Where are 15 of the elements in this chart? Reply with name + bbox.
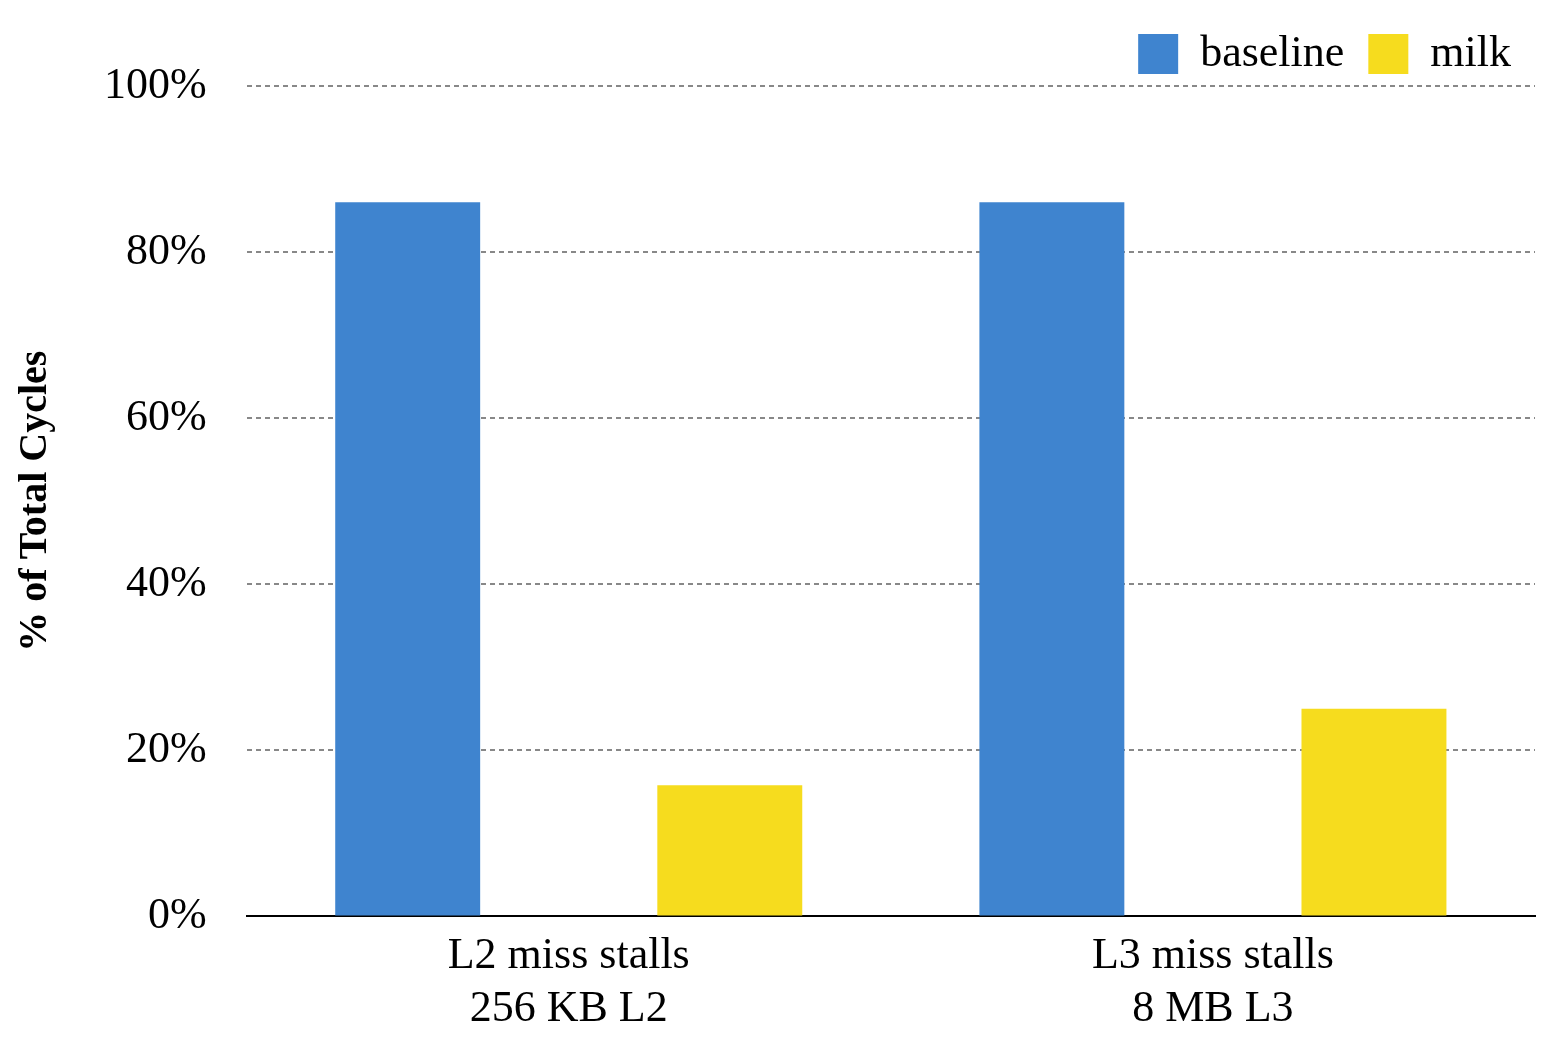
y-tick-label: 60% bbox=[126, 390, 207, 440]
y-tick-label: 100% bbox=[104, 58, 207, 108]
bar bbox=[979, 202, 1125, 916]
bar bbox=[335, 202, 481, 916]
y-axis-title: % of Total Cycles bbox=[10, 350, 56, 652]
legend-label: baseline bbox=[1200, 26, 1345, 76]
y-tick-label: 80% bbox=[126, 224, 207, 274]
bar bbox=[1301, 708, 1447, 916]
x-tick-label: L3 miss stalls 8 MB L3 bbox=[1091, 929, 1334, 1032]
y-tick-label: 20% bbox=[126, 722, 207, 772]
x-tick-label: L2 miss stalls 256 KB L2 bbox=[447, 929, 690, 1032]
y-tick-label: 0% bbox=[148, 888, 207, 938]
legend-label: milk bbox=[1430, 26, 1512, 76]
y-tick-label: 40% bbox=[126, 556, 207, 606]
bar bbox=[657, 785, 803, 916]
